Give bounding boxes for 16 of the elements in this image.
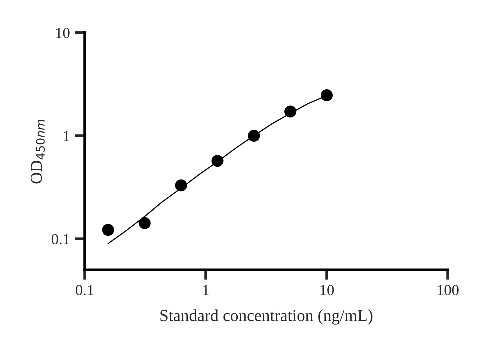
y-tick-label: 10 <box>56 28 70 38</box>
x-axis-title: Standard concentration (ng/mL) <box>160 310 373 325</box>
point <box>320 90 334 102</box>
y-tick-label: 0.1 <box>52 234 70 245</box>
point <box>284 106 297 118</box>
point <box>102 224 114 236</box>
point <box>175 180 188 192</box>
point <box>212 155 224 168</box>
point <box>138 217 151 230</box>
x-tick-label: 10 <box>320 285 334 296</box>
x-tick-label: 100 <box>438 285 459 296</box>
x-tick-label: 0.1 <box>76 285 94 296</box>
x-tick-label: 1 <box>204 285 209 296</box>
y-tick-label: 1 <box>64 131 70 142</box>
point <box>248 130 260 142</box>
y-axis-title: OD$_{450nm}$ <box>31 120 45 184</box>
